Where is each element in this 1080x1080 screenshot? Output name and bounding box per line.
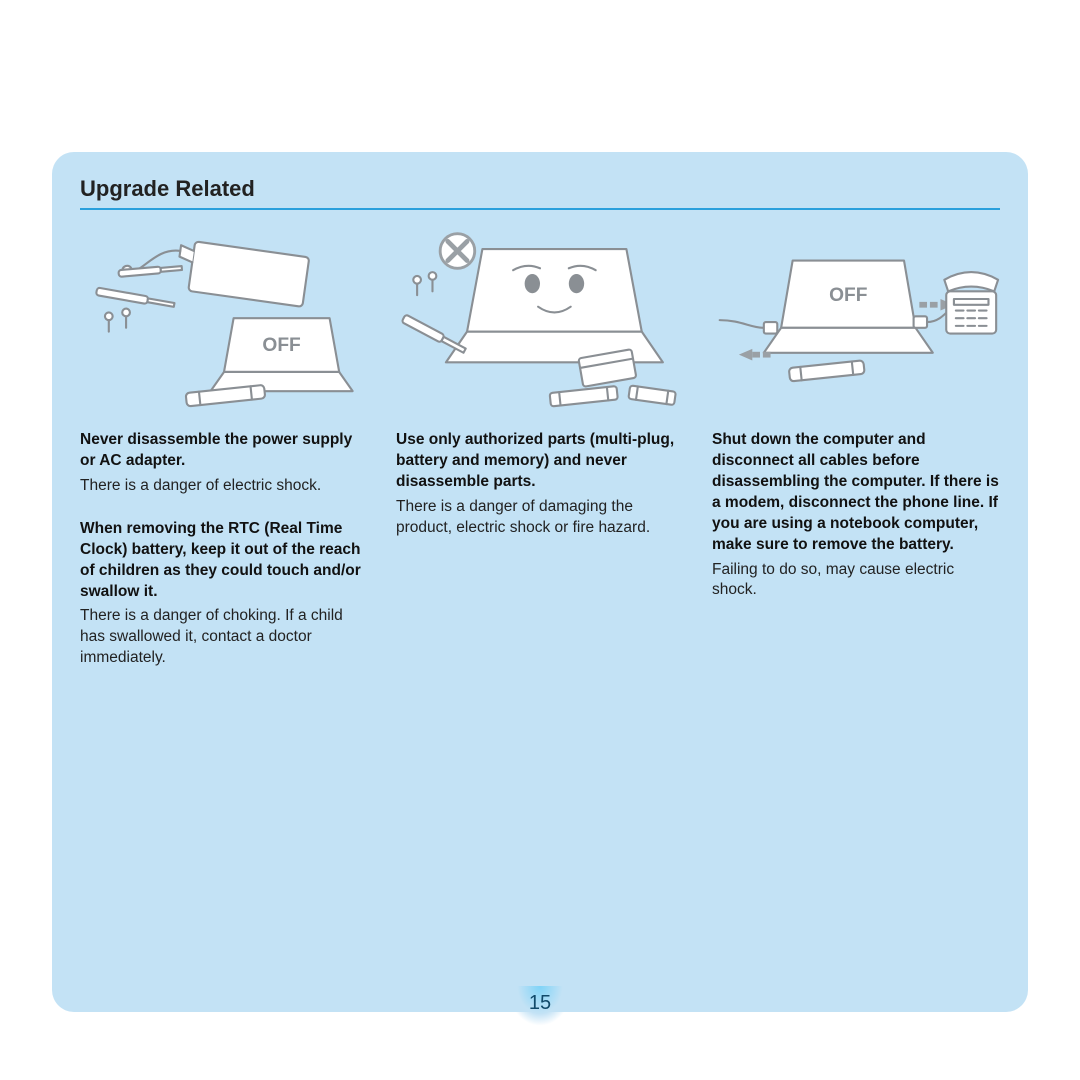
warning-block: Use only authorized parts (multi-plug, b… <box>396 430 684 539</box>
column-1: OFF Never disassemble the power supply o… <box>80 228 368 691</box>
warning-body: There is a danger of choking. If a child… <box>80 606 368 669</box>
section-title: Upgrade Related <box>80 176 1000 208</box>
laptop-cables-icon: OFF <box>712 228 1000 418</box>
warning-body: There is a danger of damaging the produc… <box>396 497 684 539</box>
warning-body: Failing to do so, may cause electric sho… <box>712 560 1000 602</box>
adapter-laptop-icon: OFF <box>80 228 368 418</box>
svg-text:OFF: OFF <box>262 335 301 356</box>
warning-heading: When removing the RTC (Real Time Clock) … <box>80 519 368 603</box>
page-number-badge: 15 <box>513 986 567 1030</box>
svg-text:OFF: OFF <box>829 285 868 306</box>
warning-block: Never disassemble the power supply or AC… <box>80 430 368 497</box>
illustration-disassemble-adapter: OFF <box>80 228 368 418</box>
column-3: OFF <box>712 228 1000 691</box>
warning-block: Shut down the computer and disconnect al… <box>712 430 1000 601</box>
warning-heading: Never disassemble the power supply or AC… <box>80 430 368 472</box>
warning-body: There is a danger of electric shock. <box>80 476 368 497</box>
title-rule <box>80 208 1000 210</box>
column-2: Use only authorized parts (multi-plug, b… <box>396 228 684 691</box>
illustration-authorized-parts <box>396 228 684 418</box>
warning-heading: Use only authorized parts (multi-plug, b… <box>396 430 684 493</box>
manual-page-panel: Upgrade Related <box>52 152 1028 1012</box>
illustration-disconnect-cables: OFF <box>712 228 1000 418</box>
columns: OFF Never disassemble the power supply o… <box>80 228 1000 691</box>
laptop-parts-icon <box>396 228 684 418</box>
warning-heading: Shut down the computer and disconnect al… <box>712 430 1000 556</box>
warning-block: When removing the RTC (Real Time Clock) … <box>80 519 368 669</box>
page-number: 15 <box>513 986 567 1015</box>
